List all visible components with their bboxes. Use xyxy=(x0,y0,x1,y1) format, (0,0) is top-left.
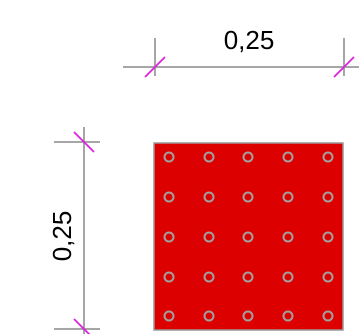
rebar-circle xyxy=(322,271,334,283)
height-dimension: 0,25 xyxy=(47,127,100,334)
rebar-circle xyxy=(163,271,175,283)
width-dimension-label: 0,25 xyxy=(224,25,275,55)
rebar-circle xyxy=(242,271,254,283)
height-tick-bottom xyxy=(73,318,91,334)
rebar-circle xyxy=(282,310,294,322)
rebar-circle xyxy=(203,271,215,283)
section-square xyxy=(153,142,344,331)
rebar-circle xyxy=(163,191,175,203)
rebar-circle xyxy=(242,151,254,163)
rebar-circle xyxy=(322,191,334,203)
height-tick-top xyxy=(73,131,95,153)
width-dimension: 0,25 xyxy=(123,25,359,78)
rebar-circle xyxy=(282,271,294,283)
rebar-circle xyxy=(282,151,294,163)
rebar-circle xyxy=(203,231,215,243)
rebar-circle xyxy=(242,231,254,243)
rebar-circle xyxy=(203,191,215,203)
rebar-circle xyxy=(282,191,294,203)
rebar-circle xyxy=(242,191,254,203)
width-tick-right xyxy=(333,56,355,78)
rebar-circle xyxy=(322,310,334,322)
rebar-circle xyxy=(203,310,215,322)
rebar-circle xyxy=(322,151,334,163)
rebar-circle xyxy=(163,151,175,163)
rebar-grid xyxy=(163,151,334,322)
rebar-circle xyxy=(322,231,334,243)
rebar-circle xyxy=(203,151,215,163)
rebar-circle xyxy=(282,231,294,243)
width-tick-left xyxy=(144,56,166,78)
rebar-circle xyxy=(242,310,254,322)
height-dimension-label: 0,25 xyxy=(47,211,77,262)
rebar-circle xyxy=(163,231,175,243)
rebar-circle xyxy=(163,310,175,322)
